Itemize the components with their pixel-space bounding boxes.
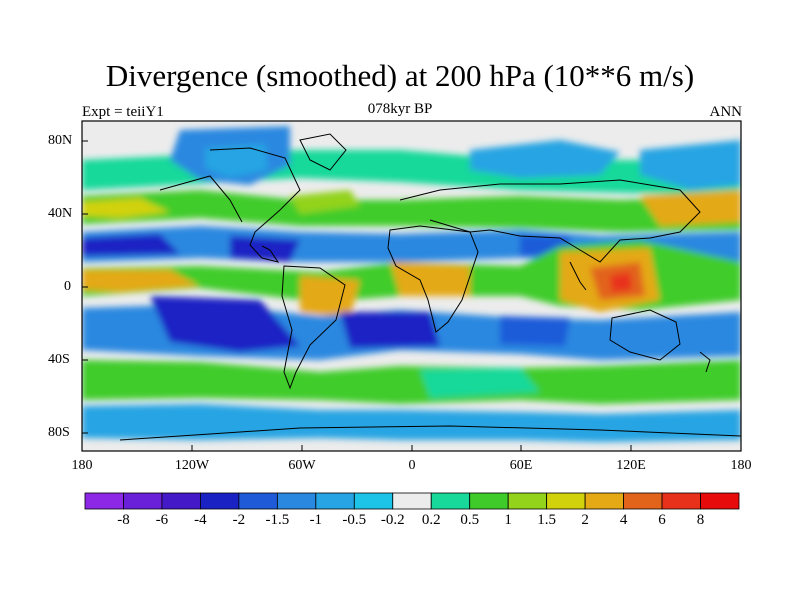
lon-tick-label: 60E [509, 458, 533, 473]
colorbar-swatch [200, 492, 240, 510]
contour-band [82, 234, 180, 256]
lat-tick-label: 40S [48, 352, 70, 367]
colorbar-swatch [161, 492, 201, 510]
colorbar-swatch [469, 492, 509, 510]
colorbar-swatch [353, 492, 394, 510]
lon-tick-label: 180 [730, 458, 752, 473]
colorbar-label: 4 [619, 512, 628, 528]
colorbar-label: 1.5 [537, 512, 557, 528]
lat-tick-label: 80N [48, 133, 73, 148]
colorbar-label: -0.5 [342, 512, 367, 528]
coastline-south-america [281, 265, 346, 390]
colorbar-swatch [123, 492, 163, 510]
contour-band [82, 360, 741, 404]
coastline-eurasia [399, 179, 701, 263]
colorbar-label: 2 [581, 512, 589, 528]
experiment-label: Expt = teiiY1 [82, 104, 164, 120]
coastline-australia [609, 309, 681, 361]
contour-band [82, 404, 741, 442]
axis-ticks [82, 140, 632, 451]
colorbar-swatch [661, 492, 701, 510]
colorbar-swatch [546, 492, 586, 510]
colorbar-swatch [507, 492, 548, 510]
coastline-new-zealand [699, 351, 711, 373]
colorbar-swatch [623, 492, 663, 510]
contour-band [230, 236, 300, 262]
colorbar-swatch [430, 492, 471, 510]
season-label: ANN [709, 104, 743, 120]
coastlines [119, 133, 741, 441]
coastline-greenland [299, 133, 347, 171]
lat-tick-label: 40N [48, 206, 73, 221]
colorbar-label: -1.5 [265, 512, 290, 528]
colorbar-label: 0.5 [460, 512, 480, 528]
colorbar-label: -0.2 [380, 512, 405, 528]
contour-band [82, 190, 741, 232]
period-label: 078kyr BP [367, 101, 433, 117]
colorbar-label: 0.2 [421, 512, 441, 528]
colorbar-swatch [392, 492, 432, 510]
colorbar-label: -6 [155, 512, 169, 528]
contour-band [82, 270, 200, 292]
contour-band [82, 198, 170, 218]
contour-band [150, 296, 300, 352]
lon-tick-label: 120W [174, 458, 210, 473]
colorbar-label: -4 [194, 512, 207, 528]
field-layer [82, 121, 741, 451]
contour-band [640, 190, 741, 226]
colorbar-label: 6 [658, 512, 666, 528]
figure-title: Divergence (smoothed) at 200 hPa (10**6 … [105, 58, 695, 93]
contour-band [470, 140, 620, 178]
contour-band [390, 262, 470, 296]
colorbar-label: 1 [504, 512, 512, 528]
contour-band [420, 368, 540, 398]
coastline-antarctica [119, 425, 741, 441]
contour-band [340, 312, 440, 348]
lat-tick-label: 80S [48, 425, 70, 440]
colorbar-swatch [700, 492, 740, 510]
contour-band [290, 190, 360, 214]
colorbar-label: -2 [232, 512, 246, 528]
colorbar-swatch [315, 492, 355, 510]
contour-band [640, 140, 741, 190]
lon-tick-label: 120E [616, 458, 646, 473]
lon-tick-label: 0 [408, 458, 416, 473]
coastline-india [569, 261, 587, 291]
colorbar-label: 8 [696, 512, 705, 528]
colorbar-label: -8 [117, 512, 130, 528]
contour-fill [82, 126, 741, 442]
contour-band [205, 144, 268, 178]
contour-band [610, 272, 632, 292]
contour-band [500, 316, 570, 346]
coastline-north-america [209, 147, 301, 263]
colorbar-swatch [276, 492, 317, 510]
colorbar-swatch [238, 492, 278, 510]
coastline-alaska [159, 175, 243, 223]
lat-tick-label: 0 [64, 279, 71, 294]
colorbar-swatch [584, 492, 624, 510]
lon-tick-label: 60W [288, 458, 316, 473]
colorbar-label: -1 [309, 512, 323, 528]
lon-tick-label: 180 [71, 458, 93, 473]
colorbar-swatch [84, 492, 124, 510]
